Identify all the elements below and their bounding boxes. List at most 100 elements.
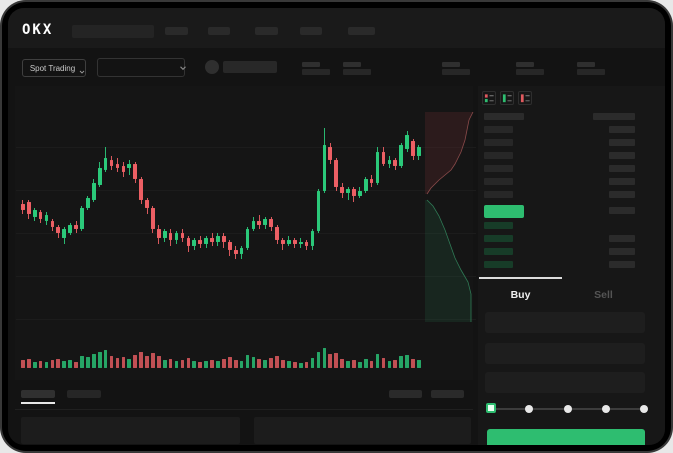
app-screen: OKX Spot Trading [8,8,665,445]
market-type-select[interactable]: Spot Trading [22,59,86,77]
orders-action-placeholder[interactable] [389,390,422,398]
nav-item-placeholder[interactable] [208,27,230,35]
ask-amount-bar [609,191,635,198]
candle [227,241,232,251]
bid-amount-bar [609,261,635,268]
candle [417,147,421,156]
volume-bar [21,360,25,368]
candle [340,187,344,194]
bid-price-bar[interactable] [484,222,513,229]
ask-price-bar[interactable] [484,152,513,159]
candle [393,159,398,167]
orders-tab-placeholder[interactable] [67,390,101,398]
tab-buy[interactable]: Buy [510,289,531,301]
slider-stop[interactable] [640,405,648,413]
order-book-view-toggles [482,91,532,105]
ask-price-bar[interactable] [484,191,513,198]
market-type-label: Spot Trading [29,63,76,73]
candle [292,239,297,244]
header-title-placeholder [72,25,154,38]
volume-bar [156,356,161,368]
orders-active-tab-underline [21,402,55,404]
volume-bar [127,359,132,368]
slider-stop[interactable] [525,405,534,413]
candle [44,214,49,221]
orders-tab-placeholder[interactable] [21,390,55,398]
bid-price-bar[interactable] [484,235,513,242]
order-book-amount-header-placeholder [593,113,635,120]
ask-price-bar[interactable] [484,178,513,185]
candle-wick [347,187,349,200]
volume-bar [245,355,250,368]
order-form-field[interactable] [485,372,645,393]
book-view-asks-icon[interactable] [518,91,532,105]
candle [198,239,203,244]
candle [151,208,155,230]
candle [346,189,350,194]
candle [411,141,415,156]
candle [115,164,120,169]
candle [298,241,303,244]
volume-bar [346,361,350,368]
volume-bar [405,355,409,368]
gridline [16,319,476,320]
volume-bar [62,361,67,368]
gridline [16,190,476,191]
candle [275,227,279,240]
candle [121,166,126,173]
bid-price-bar[interactable] [484,248,513,255]
candle [387,159,392,165]
nav-item-placeholder[interactable] [165,27,188,35]
orders-action-placeholder[interactable] [431,390,464,398]
order-form-field[interactable] [485,312,645,333]
nav-item-placeholder[interactable] [255,27,278,35]
volume-bar [328,354,333,368]
pair-dropdown[interactable] [97,58,186,77]
slider-stop[interactable] [563,405,572,413]
nav-item-placeholder[interactable] [348,27,375,35]
candle [192,239,197,246]
ask-price-bar[interactable] [484,165,513,172]
slider-stop[interactable] [601,405,610,413]
nav-item-placeholder[interactable] [300,27,322,35]
tab-sell[interactable]: Sell [594,289,613,301]
candle [97,168,102,186]
bid-price-bar[interactable] [484,261,513,268]
volume-bar [387,361,392,368]
candle [399,145,404,167]
candle [80,208,84,230]
candle [281,239,285,244]
candle [328,147,333,160]
ask-price-bar[interactable] [484,139,513,146]
volume-bar [44,362,49,368]
volume-bar [151,353,155,368]
candle [310,231,315,246]
ticker-stat-placeholder [577,8,607,75]
volume-bar [74,362,78,368]
ticker-stat-placeholder [516,8,546,75]
volume-bar [287,361,291,368]
candle [109,159,114,167]
okx-logo: OKX [22,22,54,38]
last-price-highlight[interactable] [484,205,524,218]
buy-submit-button[interactable] [487,429,645,445]
volume-bar [180,360,185,368]
book-view-bids-icon[interactable] [500,91,514,105]
pair-name-placeholder [223,61,277,73]
volume-bar [381,358,386,368]
order-form-field[interactable] [485,343,645,364]
ask-amount-bar [609,152,635,159]
volume-bar [251,357,256,368]
candle [26,201,31,215]
volume-bar [26,359,31,368]
ask-price-bar[interactable] [484,126,513,133]
ticker-stat-placeholder [302,8,332,75]
orders-list-placeholder [254,417,471,444]
volume-bar [369,361,374,368]
book-view-all-icon[interactable] [482,91,496,105]
volume-bar [352,360,356,368]
candle [251,220,256,230]
volume-bar [174,361,179,368]
candle [32,210,37,217]
slider-handle[interactable] [486,403,496,413]
